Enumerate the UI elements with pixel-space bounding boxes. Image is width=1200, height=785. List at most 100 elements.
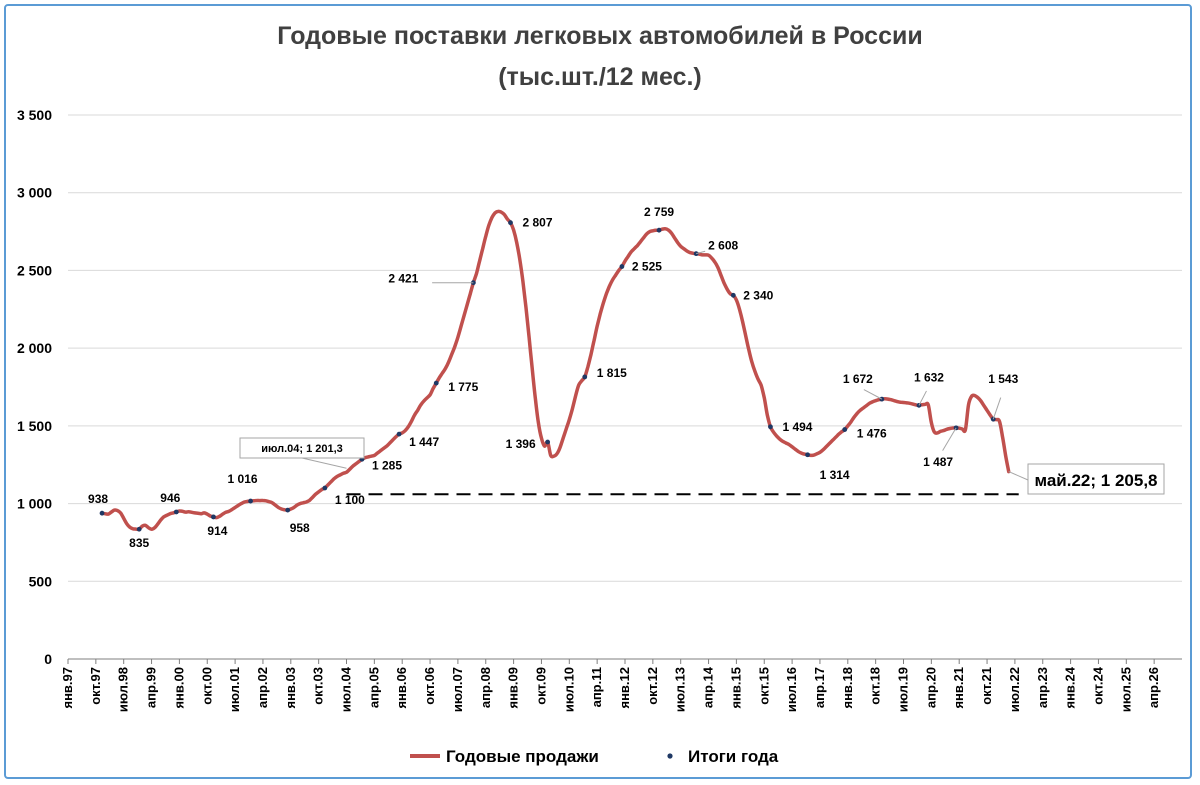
x-tick-label: апр.23	[1035, 667, 1050, 708]
legend-label-year-totals: Итоги года	[688, 747, 779, 766]
legend-dot-swatch	[667, 753, 673, 759]
year-total-dots	[99, 220, 996, 532]
data-label: 1 487	[923, 455, 953, 469]
x-tick-label: янв.03	[283, 667, 298, 709]
x-tick-label: янв.18	[840, 667, 855, 709]
data-label: 1 100	[335, 493, 365, 507]
callout-text-may22: май.22; 1 205,8	[1035, 471, 1158, 490]
data-label: 2 807	[523, 216, 553, 230]
x-tick-label: окт.12	[645, 667, 660, 705]
label-leader-line	[863, 389, 883, 400]
x-tick-label: апр.08	[478, 667, 493, 708]
y-tick-label: 3 000	[17, 185, 52, 201]
year-total-dot	[396, 431, 402, 437]
year-total-dot	[248, 498, 253, 504]
data-label: 1 285	[372, 458, 402, 472]
x-tick-label: янв.09	[506, 667, 521, 709]
year-total-dot	[619, 264, 625, 269]
data-label: 2 759	[644, 205, 674, 219]
data-label: 1 815	[597, 366, 627, 380]
x-tick-label: июл.22	[1007, 667, 1022, 712]
x-tick-label: апр.05	[366, 667, 381, 708]
x-tick-label: окт.21	[979, 667, 994, 705]
data-label: 1 632	[914, 370, 944, 384]
year-total-dot	[285, 507, 291, 513]
year-total-dot	[99, 510, 105, 516]
x-tick-label: июл.13	[673, 667, 688, 712]
y-tick-label: 0	[44, 651, 52, 667]
x-tick-label: апр.26	[1146, 667, 1161, 708]
label-leader-line	[942, 427, 957, 451]
y-tick-label: 1 500	[17, 418, 52, 434]
year-total-dot	[211, 514, 216, 520]
year-total-dot	[768, 424, 773, 430]
axes: 0 500 1 000 1 500 2 000 2 500 3 000 3 500 янв.97…	[17, 107, 1182, 712]
series-line-annual-sales	[100, 209, 1011, 532]
x-tick-label: окт.03	[311, 667, 326, 705]
x-tick-label: янв.21	[951, 667, 966, 709]
year-total-dot	[322, 485, 328, 491]
data-label: 835	[129, 536, 149, 550]
data-label: 958	[290, 521, 310, 535]
x-tick-label: янв.00	[171, 667, 186, 709]
y-tick-label: 500	[29, 573, 53, 589]
x-tick-label: янв.06	[394, 667, 409, 709]
x-tick-label: июл.04	[339, 666, 354, 712]
year-total-dot	[173, 509, 179, 515]
x-tick-label: апр.02	[255, 667, 270, 708]
data-labels: 938 835 946 914 1 016 958 1 100 1 285 1 447 1 775…	[88, 205, 1019, 550]
x-tick-label: июл.07	[450, 667, 465, 712]
x-tick-label: июл.01	[227, 667, 242, 712]
label-leader-line	[992, 397, 1002, 420]
data-label: 2 421	[388, 272, 418, 286]
series-layer	[100, 209, 1011, 532]
year-total-dot	[433, 380, 439, 386]
year-total-dot	[582, 374, 588, 380]
y-tick-label: 3 500	[17, 107, 52, 123]
year-total-dot	[842, 427, 848, 432]
x-tick-label: июл.16	[784, 667, 799, 712]
year-total-dot	[656, 227, 662, 233]
gridlines	[68, 114, 1182, 582]
chart-subtitle: (тыс.шт./12 мес.)	[498, 63, 702, 91]
data-label: 2 525	[632, 260, 662, 274]
data-label: 1 476	[857, 427, 887, 441]
data-label: 946	[160, 491, 180, 505]
x-tick-label: апр.14	[701, 666, 716, 708]
data-label: 1 396	[506, 437, 536, 451]
x-tick-label: окт.18	[868, 667, 883, 705]
x-tick-label: июл.98	[116, 667, 131, 712]
x-tick-label: окт.06	[422, 667, 437, 705]
year-total-dot	[693, 251, 699, 257]
x-tick-label: окт.15	[756, 667, 771, 705]
y-tick-label: 1 000	[17, 496, 52, 512]
x-tick-label: окт.97	[88, 667, 103, 705]
x-tick-label: янв.24	[1063, 666, 1078, 708]
data-label: 938	[88, 492, 108, 506]
callout-text-jul04: июл.04; 1 201,3	[261, 443, 343, 455]
x-tick-label: апр.20	[923, 667, 938, 708]
x-tick-label: апр.99	[144, 667, 159, 708]
x-tick-label: янв.12	[617, 667, 632, 709]
y-tick-label: 2 000	[17, 340, 52, 356]
x-tick-label: окт.24	[1090, 666, 1105, 705]
label-leader-line	[696, 250, 706, 255]
data-label: 1 543	[988, 372, 1018, 386]
x-tick-label: апр.11	[589, 667, 604, 707]
year-total-dot	[136, 526, 142, 532]
data-label: 1 314	[820, 468, 850, 482]
x-tick-label: окт.00	[199, 667, 214, 705]
data-label: 1 016	[228, 472, 258, 486]
x-tick-label: июл.19	[896, 667, 911, 712]
year-total-dot	[916, 402, 922, 408]
callout-leader-may22	[1008, 471, 1029, 481]
chart-frame	[4, 4, 1192, 779]
legend: Годовые продажи Итоги года	[410, 747, 779, 766]
data-label: 1 494	[782, 420, 812, 434]
data-label: 2 608	[708, 239, 738, 253]
year-total-dot	[805, 452, 810, 458]
year-total-dot	[545, 439, 551, 445]
data-label: 1 447	[409, 435, 439, 449]
x-tick-label: янв.15	[728, 667, 743, 709]
